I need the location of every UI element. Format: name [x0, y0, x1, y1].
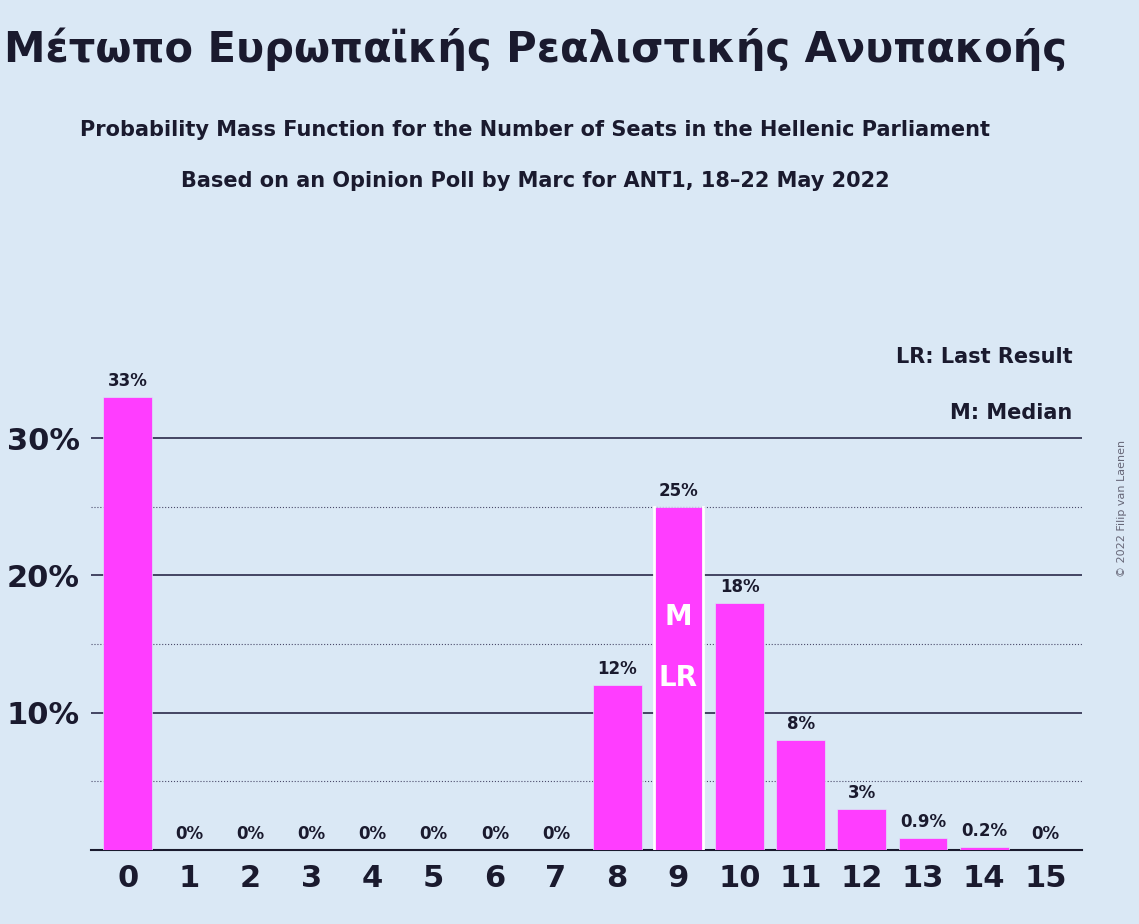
- Text: Μέτωπο Ευρωπαϊκής Ρεαλιστικής Ανυπακοής: Μέτωπο Ευρωπαϊκής Ρεαλιστικής Ανυπακοής: [3, 28, 1067, 71]
- Text: 0%: 0%: [359, 825, 386, 844]
- Text: 18%: 18%: [720, 578, 760, 596]
- Text: 0%: 0%: [481, 825, 509, 844]
- Text: 0.9%: 0.9%: [900, 813, 947, 831]
- Text: 0.2%: 0.2%: [961, 822, 1007, 841]
- Text: M: M: [664, 602, 693, 630]
- Bar: [776, 740, 825, 850]
- Text: 8%: 8%: [787, 715, 814, 734]
- Text: LR: LR: [658, 664, 698, 692]
- Text: 0%: 0%: [175, 825, 203, 844]
- Text: 25%: 25%: [658, 481, 698, 500]
- Text: 33%: 33%: [108, 372, 148, 390]
- Text: 0%: 0%: [1031, 825, 1059, 844]
- Bar: [715, 602, 764, 850]
- Bar: [837, 808, 886, 850]
- Text: Based on an Opinion Poll by Marc for ANT1, 18–22 May 2022: Based on an Opinion Poll by Marc for ANT…: [181, 171, 890, 191]
- Text: © 2022 Filip van Laenen: © 2022 Filip van Laenen: [1117, 440, 1126, 577]
- Bar: [654, 506, 703, 850]
- Text: 0%: 0%: [236, 825, 264, 844]
- Text: 3%: 3%: [847, 784, 876, 802]
- Text: 12%: 12%: [597, 661, 637, 678]
- Bar: [960, 847, 1009, 850]
- Text: 0%: 0%: [419, 825, 448, 844]
- Bar: [899, 838, 948, 850]
- Text: 0%: 0%: [297, 825, 326, 844]
- Text: Probability Mass Function for the Number of Seats in the Hellenic Parliament: Probability Mass Function for the Number…: [81, 120, 990, 140]
- Text: 0%: 0%: [542, 825, 570, 844]
- Text: M: Median: M: Median: [950, 403, 1072, 423]
- Bar: [104, 396, 153, 850]
- Bar: [592, 686, 641, 850]
- Text: LR: Last Result: LR: Last Result: [895, 346, 1072, 367]
